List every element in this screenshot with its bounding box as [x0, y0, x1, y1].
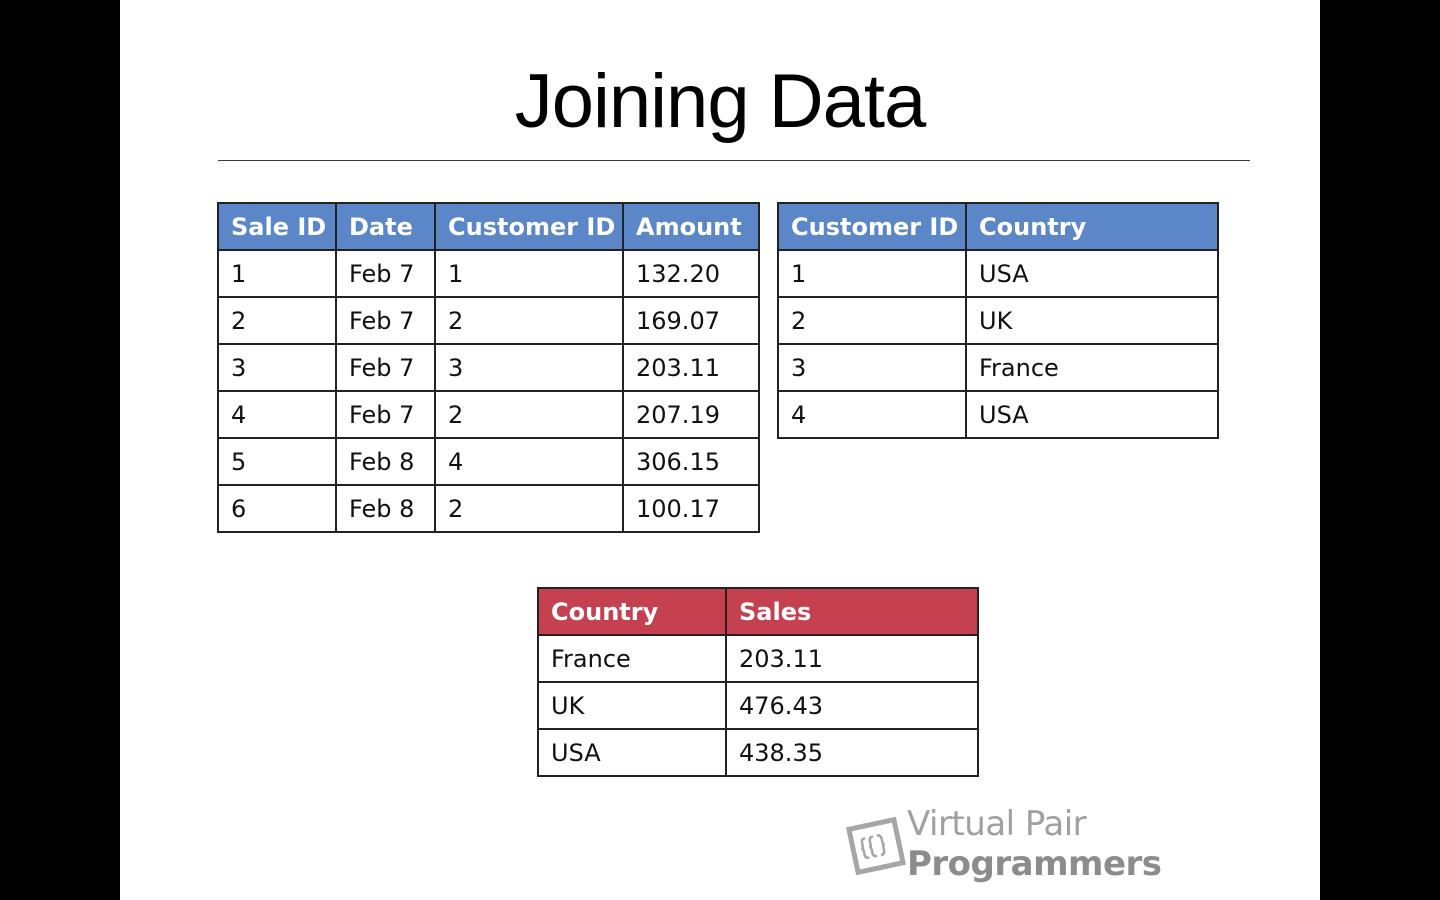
table-cell: Feb 8	[335, 437, 436, 486]
table-row: 4 USA	[777, 390, 1219, 439]
table-cell: 2	[217, 296, 337, 345]
title-divider	[218, 160, 1250, 161]
table-row: 1 USA	[777, 249, 1219, 298]
table-cell: 207.19	[622, 390, 760, 439]
column-header: Country	[965, 202, 1219, 251]
column-header: Sale ID	[217, 202, 337, 251]
table-cell: 203.11	[622, 343, 760, 392]
table-cell: USA	[965, 249, 1219, 298]
table-cell: 5	[217, 437, 337, 486]
table-row: 5 Feb 8 4 306.15	[217, 437, 760, 486]
table-cell: Feb 7	[335, 390, 436, 439]
table-cell: 2	[434, 484, 624, 533]
table-cell: 1	[777, 249, 967, 298]
column-header: Amount	[622, 202, 760, 251]
table-cell: 2	[777, 296, 967, 345]
table-cell: 100.17	[622, 484, 760, 533]
table-row: 2 UK	[777, 296, 1219, 345]
table-row: 2 Feb 7 2 169.07	[217, 296, 760, 345]
table-row: 1 Feb 7 1 132.20	[217, 249, 760, 298]
table-cell: 6	[217, 484, 337, 533]
table-cell: UK	[537, 681, 727, 730]
table-cell: 203.11	[725, 634, 979, 683]
table-cell: 306.15	[622, 437, 760, 486]
table-cell: 132.20	[622, 249, 760, 298]
slide: Joining Data Sale ID Date Customer ID Am…	[120, 0, 1320, 900]
table-cell: France	[537, 634, 727, 683]
table-cell: 1	[434, 249, 624, 298]
column-header: Country	[537, 587, 727, 636]
table-row: UK 476.43	[537, 681, 979, 730]
table-cell: USA	[537, 728, 727, 777]
column-header: Date	[335, 202, 436, 251]
table-cell: 169.07	[622, 296, 760, 345]
table-header-row: Sale ID Date Customer ID Amount	[217, 202, 760, 251]
watermark-text-light: Virtual Pair	[907, 804, 1087, 844]
table-cell: 476.43	[725, 681, 979, 730]
table-row: 3 Feb 7 3 203.11	[217, 343, 760, 392]
table-cell: 4	[217, 390, 337, 439]
watermark-text: Virtual Pair Programmers	[907, 804, 1320, 884]
table-cell: 2	[434, 390, 624, 439]
table-header-row: Country Sales	[537, 587, 979, 636]
column-header: Customer ID	[777, 202, 967, 251]
table-cell: Feb 7	[335, 296, 436, 345]
result-table: Country Sales France 203.11 UK 476.43 US…	[537, 587, 979, 777]
vpp-logo-icon	[845, 816, 907, 876]
sales-table: Sale ID Date Customer ID Amount 1 Feb 7 …	[217, 202, 760, 533]
table-cell: 4	[777, 390, 967, 439]
table-cell: 438.35	[725, 728, 979, 777]
table-header-row: Customer ID Country	[777, 202, 1219, 251]
column-header: Customer ID	[434, 202, 624, 251]
table-cell: UK	[965, 296, 1219, 345]
table-row: 6 Feb 8 2 100.17	[217, 484, 760, 533]
table-cell: 3	[434, 343, 624, 392]
table-cell: USA	[965, 390, 1219, 439]
table-cell: 3	[217, 343, 337, 392]
table-row: 3 France	[777, 343, 1219, 392]
table-cell: Feb 7	[335, 343, 436, 392]
table-row: France 203.11	[537, 634, 979, 683]
table-cell: 3	[777, 343, 967, 392]
table-cell: Feb 8	[335, 484, 436, 533]
table-cell: 4	[434, 437, 624, 486]
customers-table: Customer ID Country 1 USA 2 UK 3 France …	[777, 202, 1219, 439]
table-row: USA 438.35	[537, 728, 979, 777]
watermark-text-bold: Programmers	[907, 844, 1162, 884]
watermark-logo: Virtual Pair Programmers	[845, 804, 1320, 884]
table-cell: France	[965, 343, 1219, 392]
slide-title: Joining Data	[514, 59, 927, 144]
table-cell: 1	[217, 249, 337, 298]
table-cell: 2	[434, 296, 624, 345]
table-cell: Feb 7	[335, 249, 436, 298]
table-row: 4 Feb 7 2 207.19	[217, 390, 760, 439]
column-header: Sales	[725, 587, 979, 636]
